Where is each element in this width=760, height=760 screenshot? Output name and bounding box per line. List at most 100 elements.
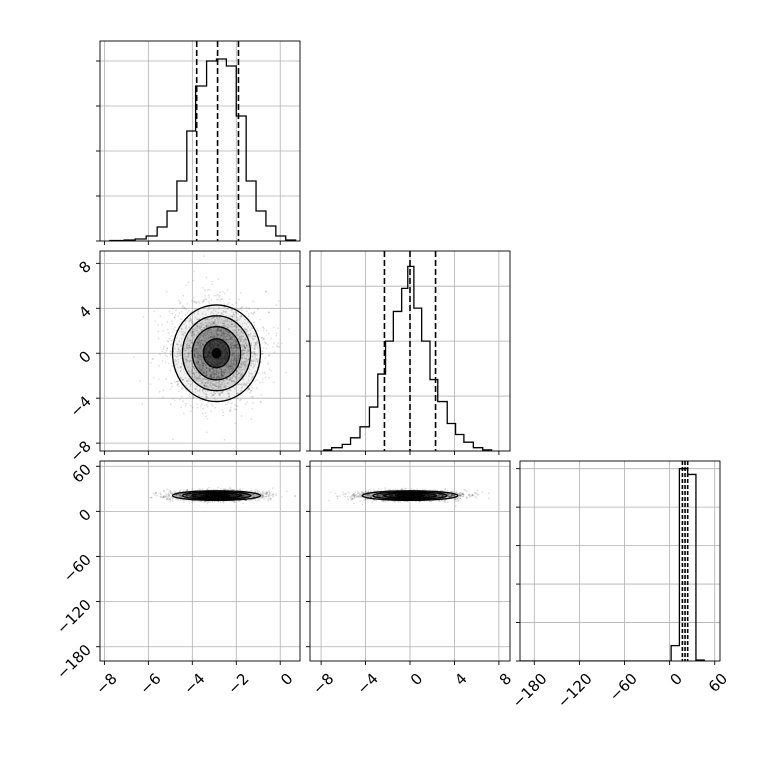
sample-point — [222, 331, 225, 334]
sample-point — [215, 385, 218, 388]
sample-point — [216, 371, 218, 374]
sample-point — [209, 384, 212, 387]
sample-point — [186, 338, 189, 340]
sample-point — [243, 382, 246, 385]
sample-point — [232, 494, 235, 497]
sample-point — [272, 493, 274, 496]
sample-point — [189, 494, 192, 497]
sample-point — [253, 324, 256, 326]
sample-point — [219, 392, 222, 395]
sample-point — [204, 341, 207, 343]
sample-point — [197, 325, 199, 327]
sample-point — [212, 394, 215, 396]
sample-point — [223, 332, 226, 335]
sample-point — [226, 320, 229, 322]
sample-point — [208, 319, 211, 321]
sample-point — [231, 323, 233, 325]
sample-point — [201, 367, 204, 369]
sample-point — [190, 495, 193, 497]
sample-point — [192, 396, 195, 399]
sample-point — [205, 340, 208, 343]
sample-point — [252, 355, 254, 357]
sample-point — [242, 348, 245, 351]
sample-point — [200, 329, 203, 331]
sample-point — [200, 361, 203, 363]
sample-point — [237, 372, 240, 375]
sample-point — [185, 361, 188, 363]
sample-point — [227, 331, 230, 334]
sample-point — [216, 317, 218, 320]
sample-point — [166, 493, 169, 496]
sample-point — [209, 312, 212, 315]
sample-point — [205, 393, 208, 396]
sample-point — [200, 494, 203, 497]
sample-point — [235, 312, 238, 315]
sample-point — [220, 371, 222, 374]
sample-point — [189, 385, 192, 388]
sample-point — [237, 370, 239, 372]
sample-point — [218, 392, 220, 395]
sample-point — [232, 374, 235, 377]
sample-point — [240, 306, 243, 309]
sample-point — [232, 495, 235, 497]
sample-point — [218, 385, 221, 388]
sample-point — [173, 399, 176, 402]
sample-point — [190, 495, 193, 498]
sample-point — [210, 376, 213, 378]
sample-point — [238, 328, 240, 331]
sample-point — [241, 351, 244, 354]
sample-point — [149, 361, 152, 364]
sample-point — [233, 358, 236, 360]
sample-point — [185, 384, 188, 387]
sample-point — [191, 322, 194, 325]
sample-point — [181, 362, 183, 365]
sample-point — [243, 345, 246, 347]
sample-point — [201, 370, 204, 372]
sample-point — [206, 381, 209, 384]
sample-point — [194, 388, 197, 390]
sample-point — [211, 501, 214, 503]
sample-point — [201, 358, 203, 360]
sample-point — [199, 346, 201, 348]
sample-point — [223, 322, 226, 324]
sample-point — [249, 391, 252, 394]
sample-point — [228, 379, 231, 382]
sample-point — [185, 284, 188, 286]
sample-point — [197, 342, 200, 344]
sample-point — [205, 325, 207, 327]
sample-point — [189, 319, 192, 322]
sample-point — [210, 322, 213, 325]
sample-point — [224, 330, 227, 333]
sample-point — [176, 380, 178, 383]
sample-point — [254, 343, 257, 346]
sample-point — [196, 352, 199, 355]
sample-point — [230, 370, 233, 373]
sample-point — [150, 496, 153, 499]
sample-point — [238, 377, 241, 380]
sample-point — [193, 371, 196, 374]
sample-point — [210, 376, 213, 379]
sample-point — [199, 344, 202, 346]
sample-point — [215, 373, 218, 376]
sample-point — [218, 377, 221, 379]
sample-point — [203, 300, 205, 302]
sample-point — [240, 398, 242, 401]
sample-point — [232, 340, 235, 343]
sample-point — [212, 393, 215, 396]
sample-point — [188, 346, 191, 348]
sample-point — [247, 375, 250, 377]
sample-point — [209, 324, 212, 327]
sample-point — [216, 376, 218, 379]
sample-point — [211, 373, 213, 376]
sample-point — [186, 345, 189, 348]
sample-point — [218, 329, 221, 331]
sample-point — [207, 381, 209, 384]
sample-point — [230, 320, 233, 323]
sample-point — [219, 383, 221, 385]
sample-point — [179, 376, 182, 378]
sample-point — [177, 348, 180, 351]
sample-point — [259, 318, 262, 321]
sample-point — [185, 356, 188, 358]
sample-point — [227, 338, 230, 341]
